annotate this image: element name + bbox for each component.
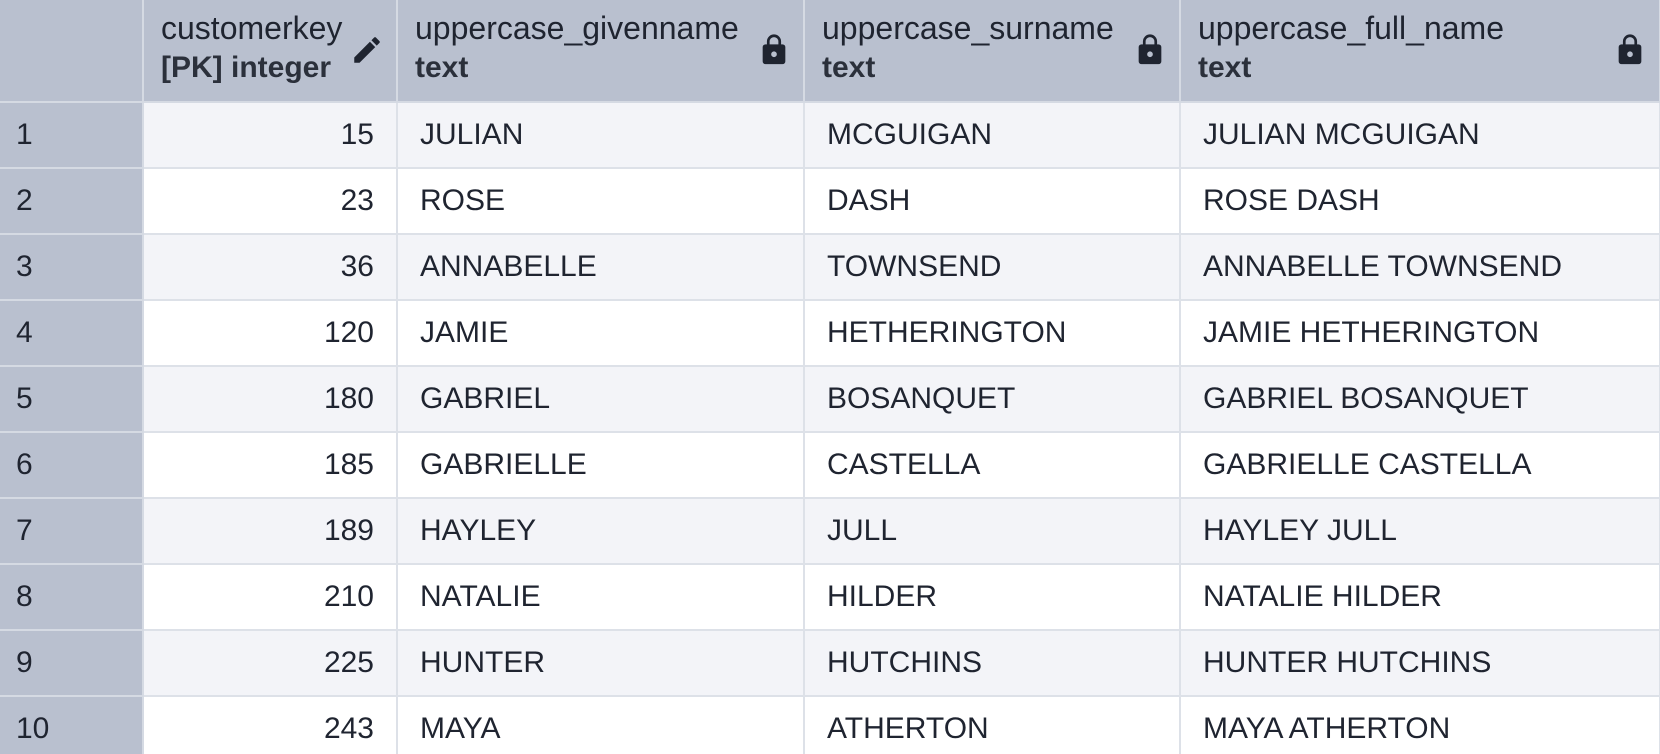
column-name: uppercase_surname bbox=[822, 10, 1114, 46]
column-type: text bbox=[822, 51, 876, 84]
cell-full-name[interactable]: HUNTER HUTCHINS bbox=[1180, 630, 1660, 697]
cell-givenname[interactable]: MAYA bbox=[397, 696, 805, 754]
table-row[interactable]: 9 225 HUNTER HUTCHINS HUNTER HUTCHINS bbox=[0, 630, 1660, 697]
cell-givenname[interactable]: JAMIE bbox=[397, 300, 805, 367]
cell-surname[interactable]: MCGUIGAN bbox=[804, 102, 1181, 169]
table-row[interactable]: 3 36 ANNABELLE TOWNSEND ANNABELLE TOWNSE… bbox=[0, 234, 1660, 301]
column-header-uppercase-surname[interactable]: uppercase_surname text bbox=[804, 0, 1181, 103]
table-row[interactable]: 5 180 GABRIEL BOSANQUET GABRIEL BOSANQUE… bbox=[0, 366, 1660, 433]
cell-full-name[interactable]: HAYLEY JULL bbox=[1180, 498, 1660, 565]
table-row[interactable]: 6 185 GABRIELLE CASTELLA GABRIELLE CASTE… bbox=[0, 432, 1660, 499]
cell-givenname[interactable]: JULIAN bbox=[397, 102, 805, 169]
cell-customerkey[interactable]: 120 bbox=[143, 300, 398, 367]
column-name: uppercase_full_name bbox=[1198, 10, 1504, 46]
column-header-uppercase-givenname[interactable]: uppercase_givenname text bbox=[397, 0, 805, 103]
lock-icon bbox=[762, 34, 786, 65]
cell-full-name[interactable]: MAYA ATHERTON bbox=[1180, 696, 1660, 754]
column-type: text bbox=[1198, 51, 1252, 84]
table-row[interactable]: 4 120 JAMIE HETHERINGTON JAMIE HETHERING… bbox=[0, 300, 1660, 367]
select-all-corner[interactable] bbox=[0, 0, 144, 103]
column-header-uppercase-full-name[interactable]: uppercase_full_name text bbox=[1180, 0, 1660, 103]
column-name: customerkey bbox=[161, 10, 343, 46]
row-number[interactable]: 1 bbox=[0, 102, 144, 169]
header-row: customerkey [PK] integer uppercase_given… bbox=[0, 0, 1660, 103]
table-row[interactable]: 2 23 ROSE DASH ROSE DASH bbox=[0, 168, 1660, 235]
cell-customerkey[interactable]: 36 bbox=[143, 234, 398, 301]
cell-full-name[interactable]: JULIAN MCGUIGAN bbox=[1180, 102, 1660, 169]
cell-surname[interactable]: JULL bbox=[804, 498, 1181, 565]
cell-givenname[interactable]: HAYLEY bbox=[397, 498, 805, 565]
cell-full-name[interactable]: JAMIE HETHERINGTON bbox=[1180, 300, 1660, 367]
cell-customerkey[interactable]: 185 bbox=[143, 432, 398, 499]
cell-givenname[interactable]: GABRIEL bbox=[397, 366, 805, 433]
cell-customerkey[interactable]: 23 bbox=[143, 168, 398, 235]
cell-customerkey[interactable]: 15 bbox=[143, 102, 398, 169]
cell-givenname[interactable]: ANNABELLE bbox=[397, 234, 805, 301]
row-number[interactable]: 6 bbox=[0, 432, 144, 499]
cell-customerkey[interactable]: 225 bbox=[143, 630, 398, 697]
row-number[interactable]: 8 bbox=[0, 564, 144, 631]
cell-surname[interactable]: HUTCHINS bbox=[804, 630, 1181, 697]
cell-surname[interactable]: CASTELLA bbox=[804, 432, 1181, 499]
column-header-customerkey[interactable]: customerkey [PK] integer bbox=[143, 0, 398, 103]
row-number[interactable]: 3 bbox=[0, 234, 144, 301]
row-number[interactable]: 9 bbox=[0, 630, 144, 697]
cell-full-name[interactable]: GABRIEL BOSANQUET bbox=[1180, 366, 1660, 433]
cell-surname[interactable]: BOSANQUET bbox=[804, 366, 1181, 433]
cell-surname[interactable]: HILDER bbox=[804, 564, 1181, 631]
cell-customerkey[interactable]: 210 bbox=[143, 564, 398, 631]
row-number[interactable]: 10 bbox=[0, 696, 144, 754]
table-row[interactable]: 8 210 NATALIE HILDER NATALIE HILDER bbox=[0, 564, 1660, 631]
cell-surname[interactable]: DASH bbox=[804, 168, 1181, 235]
cell-customerkey[interactable]: 243 bbox=[143, 696, 398, 754]
lock-icon bbox=[1618, 34, 1642, 65]
table-body: 1 15 JULIAN MCGUIGAN JULIAN MCGUIGAN 2 2… bbox=[0, 102, 1660, 754]
row-number[interactable]: 2 bbox=[0, 168, 144, 235]
table-row[interactable]: 7 189 HAYLEY JULL HAYLEY JULL bbox=[0, 498, 1660, 565]
cell-givenname[interactable]: GABRIELLE bbox=[397, 432, 805, 499]
cell-full-name[interactable]: ROSE DASH bbox=[1180, 168, 1660, 235]
row-number[interactable]: 4 bbox=[0, 300, 144, 367]
table-row[interactable]: 10 243 MAYA ATHERTON MAYA ATHERTON bbox=[0, 696, 1660, 754]
cell-full-name[interactable]: NATALIE HILDER bbox=[1180, 564, 1660, 631]
table-row[interactable]: 1 15 JULIAN MCGUIGAN JULIAN MCGUIGAN bbox=[0, 102, 1660, 169]
column-type: [PK] integer bbox=[161, 51, 332, 84]
lock-icon bbox=[1138, 34, 1162, 65]
cell-full-name[interactable]: ANNABELLE TOWNSEND bbox=[1180, 234, 1660, 301]
cell-full-name[interactable]: GABRIELLE CASTELLA bbox=[1180, 432, 1660, 499]
row-number[interactable]: 7 bbox=[0, 498, 144, 565]
column-type: text bbox=[415, 51, 469, 84]
row-number[interactable]: 5 bbox=[0, 366, 144, 433]
cell-customerkey[interactable]: 189 bbox=[143, 498, 398, 565]
column-name: uppercase_givenname bbox=[415, 10, 739, 46]
pencil-icon[interactable] bbox=[350, 30, 384, 70]
cell-surname[interactable]: HETHERINGTON bbox=[804, 300, 1181, 367]
cell-customerkey[interactable]: 180 bbox=[143, 366, 398, 433]
cell-givenname[interactable]: ROSE bbox=[397, 168, 805, 235]
cell-givenname[interactable]: NATALIE bbox=[397, 564, 805, 631]
cell-givenname[interactable]: HUNTER bbox=[397, 630, 805, 697]
cell-surname[interactable]: TOWNSEND bbox=[804, 234, 1181, 301]
cell-surname[interactable]: ATHERTON bbox=[804, 696, 1181, 754]
